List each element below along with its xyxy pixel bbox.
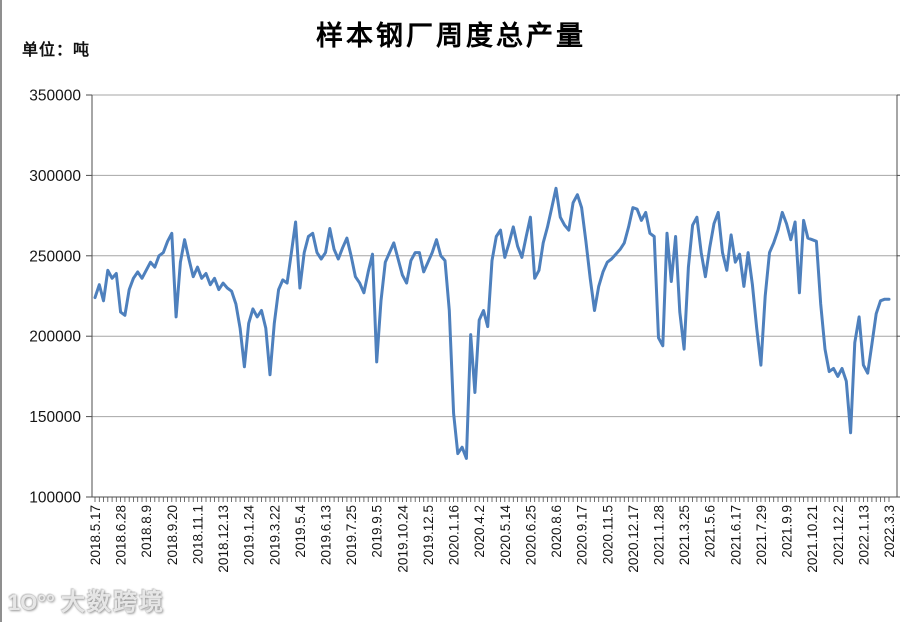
x-tick-label: 2020.11.5 bbox=[600, 505, 615, 564]
x-tick-label: 2019.5.4 bbox=[293, 505, 308, 558]
x-tick-label: 2019.12.5 bbox=[421, 505, 436, 565]
y-tick-label: 100000 bbox=[29, 490, 81, 507]
x-tick-label: 2021.1.28 bbox=[652, 505, 667, 565]
x-tick-label: 2018.11.1 bbox=[191, 505, 206, 564]
x-tick-label: 2019.10.24 bbox=[395, 505, 410, 573]
unit-label: 单位：吨 bbox=[22, 42, 91, 59]
x-tick-label: 2020.9.17 bbox=[575, 505, 590, 565]
x-tick-label: 2019.6.13 bbox=[319, 505, 334, 565]
x-tick-label: 2021.10.21 bbox=[805, 505, 820, 573]
x-tick-label: 2020.5.14 bbox=[498, 505, 513, 566]
x-tick-label: 2019.3.22 bbox=[267, 505, 282, 565]
x-tick-label: 2021.5.6 bbox=[703, 505, 718, 558]
x-tick-label: 2019.9.5 bbox=[370, 505, 385, 558]
y-tick-label: 300000 bbox=[29, 168, 81, 185]
x-tick-label: 2020.6.25 bbox=[523, 505, 538, 565]
x-tick-label: 2022.3.3 bbox=[882, 505, 897, 558]
x-tick-label: 2018.8.9 bbox=[139, 505, 154, 558]
x-tick-label: 2020.1.16 bbox=[447, 505, 462, 565]
production-series-line bbox=[93, 186, 891, 460]
axes bbox=[86, 94, 900, 498]
x-tick-label: 2018.12.13 bbox=[216, 505, 231, 573]
y-tick-label: 150000 bbox=[29, 409, 81, 426]
watermark: 1O°° 大数跨境 bbox=[8, 582, 165, 617]
y-tick-label: 350000 bbox=[29, 88, 81, 105]
x-axis-labels: 2018.5.17 2018.6.28 2018.8.9 2018.9.20 2018.… bbox=[88, 505, 897, 573]
chart-title: 样本钢厂周度总产量 bbox=[316, 21, 586, 51]
x-tick-label: 2021.7.29 bbox=[754, 505, 769, 565]
x-tick-label: 2021.9.9 bbox=[780, 505, 795, 558]
x-tick-label: 2019.1.24 bbox=[242, 505, 257, 566]
x-tick-label: 2021.6.17 bbox=[728, 505, 743, 565]
y-tick-label: 250000 bbox=[29, 248, 81, 265]
x-tick-label: 2019.7.25 bbox=[344, 505, 359, 565]
x-tick-label: 2018.9.20 bbox=[165, 505, 180, 565]
watermark-logo-icon: 1O°° bbox=[8, 590, 55, 615]
x-tick-label: 2020.8.6 bbox=[549, 505, 564, 558]
y-axis-labels: 100000 150000 200000 250000 300000 350000 bbox=[29, 88, 81, 507]
x-tick-label: 2020.12.17 bbox=[626, 505, 641, 573]
gridlines bbox=[92, 94, 897, 498]
x-tick-label: 2018.5.17 bbox=[88, 505, 103, 565]
x-tick-label: 2021.12.2 bbox=[831, 505, 846, 565]
watermark-text: 大数跨境 bbox=[60, 589, 165, 616]
x-tick-label: 2022.1.13 bbox=[856, 505, 871, 565]
y-tick-label: 200000 bbox=[29, 329, 81, 346]
x-tick-label: 2021.3.25 bbox=[677, 505, 692, 565]
x-tick-label: 2018.6.28 bbox=[114, 505, 129, 565]
x-tick-label: 2020.4.2 bbox=[472, 505, 487, 558]
x-axis-minor-ticks bbox=[94, 497, 890, 502]
